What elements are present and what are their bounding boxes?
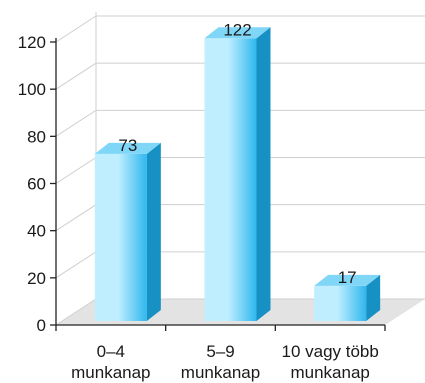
gridline [55, 62, 425, 90]
bar-side [366, 274, 381, 321]
y-tick-label: 40 [27, 222, 46, 241]
data-label: 122 [223, 20, 251, 39]
bar-side [146, 142, 161, 321]
bar-front [204, 38, 257, 322]
bar-side [256, 27, 271, 322]
bars [94, 27, 381, 322]
bar-top [314, 274, 381, 286]
y-tick-label: 100 [18, 80, 46, 99]
data-label: 73 [118, 136, 137, 155]
category-label: 0–4 [97, 342, 125, 361]
y-tick-label: 60 [27, 175, 46, 194]
labels: 73 0–4 munkanap 122 5–9 munkanap 17 10 vagy töb… [71, 20, 379, 382]
category-label: munkanap [290, 363, 369, 382]
category-label: munkanap [181, 363, 260, 382]
y-tick-label: 0 [37, 316, 46, 335]
bar [94, 142, 161, 321]
y-axis: 0 20 40 60 80 100 120 [18, 33, 386, 335]
y-tick-label: 120 [18, 33, 46, 52]
gridline [55, 109, 425, 137]
bar-front [314, 285, 367, 321]
bar [314, 274, 381, 321]
data-label: 17 [338, 268, 357, 287]
y-tick-label: 20 [27, 269, 46, 288]
gridline [55, 15, 425, 43]
bar [204, 27, 271, 322]
category-label: 10 vagy több [281, 342, 378, 361]
category-label: munkanap [71, 363, 150, 382]
category-label: 5–9 [206, 342, 234, 361]
bar-top [204, 27, 271, 39]
y-tick-label: 80 [27, 127, 46, 146]
bar-top [94, 142, 161, 154]
bar-front [94, 153, 147, 321]
